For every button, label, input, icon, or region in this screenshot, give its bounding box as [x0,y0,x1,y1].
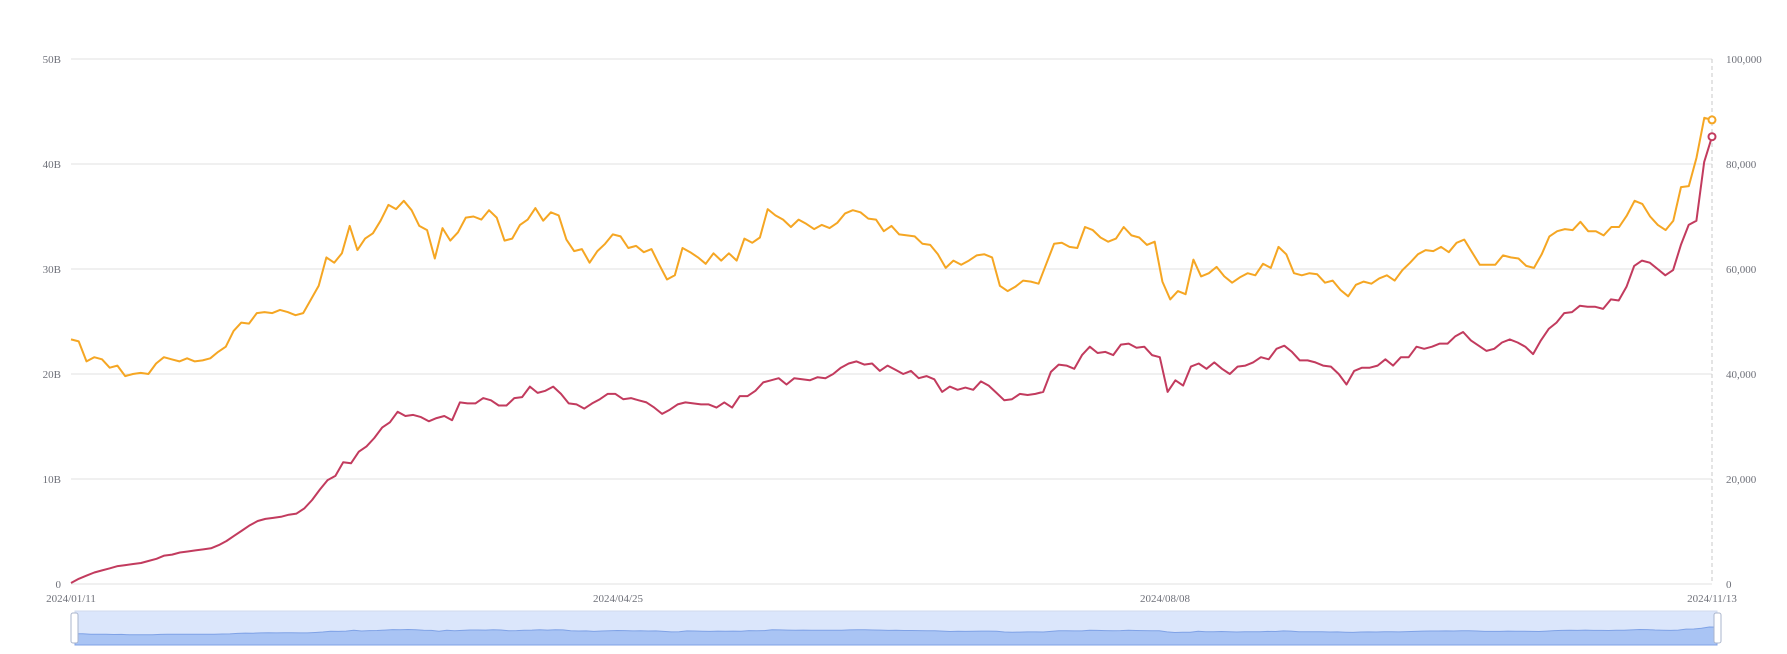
right-axis-tick-label: 0 [1726,579,1732,591]
right-axis-tick-label: 60,000 [1726,264,1757,276]
data-zoom-slider[interactable] [70,610,1722,646]
left-axis-tick-label: 10B [43,474,61,486]
left-axis-tick-label: 40B [43,159,61,171]
series-1-endpoint-marker [1707,115,1717,125]
right-axis-tick-label: 100,000 [1726,54,1762,66]
left-axis-tick-label: 50B [43,54,61,66]
series-line-1 [70,116,1713,378]
series-2-endpoint-marker [1707,132,1717,142]
series-lines [70,115,1717,584]
zoom-right-handle[interactable] [1713,612,1722,644]
left-axis-tick-label: 0 [56,579,62,591]
right-y-axis: 0 20,000 40,000 60,000 80,000 100,000 [1726,54,1762,591]
x-axis-tick-label: 2024/08/08 [1140,593,1191,605]
right-axis-tick-label: 20,000 [1726,474,1757,486]
zoom-preview-area [74,626,1718,646]
series-line-2 [70,136,1713,584]
right-axis-tick-label: 40,000 [1726,369,1757,381]
grid [71,58,1712,585]
left-axis-tick-label: 30B [43,264,61,276]
left-y-axis: 0 10B 20B 30B 40B 50B [43,54,62,591]
x-axis-tick-label: 2024/01/11 [46,593,96,605]
x-axis-tick-label: 2024/04/25 [593,593,644,605]
right-axis-tick-label: 80,000 [1726,159,1757,171]
left-axis-tick-label: 20B [43,369,61,381]
x-axis: 2024/01/11 2024/04/25 2024/08/08 2024/11/13 [46,593,1737,605]
x-axis-tick-label: 2024/11/13 [1687,593,1737,605]
zoom-left-handle[interactable] [70,612,79,644]
